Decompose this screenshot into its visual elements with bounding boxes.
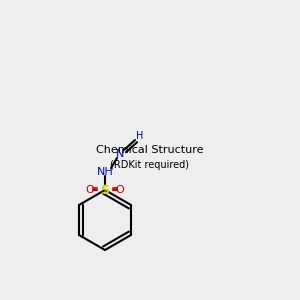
Text: O: O xyxy=(116,185,124,195)
Text: NH: NH xyxy=(97,167,113,177)
Text: O: O xyxy=(85,185,94,195)
Text: N: N xyxy=(116,149,124,159)
Text: S: S xyxy=(100,184,109,196)
Text: (RDKit required): (RDKit required) xyxy=(110,160,190,170)
Text: H: H xyxy=(136,131,144,141)
Text: Chemical Structure: Chemical Structure xyxy=(96,145,204,155)
